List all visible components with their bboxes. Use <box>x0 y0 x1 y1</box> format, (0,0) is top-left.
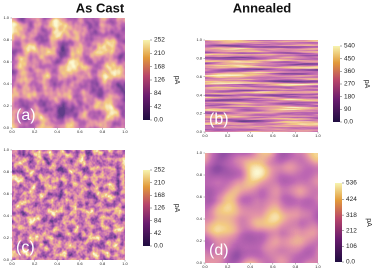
x-tick-label: 0.2 <box>32 261 38 266</box>
colorbar-tick-label: 360 <box>344 68 355 75</box>
colorbar <box>143 170 150 246</box>
x-tick-label: 0.4 <box>247 264 253 269</box>
colorbar <box>333 46 340 122</box>
x-tick-label: 0.4 <box>54 261 60 266</box>
panel-label: (c) <box>16 239 35 256</box>
y-tick-label: 0.4 <box>3 81 9 86</box>
x-tick-label: 0.6 <box>270 264 276 269</box>
colorbar <box>143 40 150 120</box>
x-tick-label: 0.6 <box>77 129 83 134</box>
colorbar-tick-label: 210 <box>154 179 165 186</box>
colorbar-unit: pA <box>365 218 372 227</box>
colorbar-tick-label: 168 <box>154 192 165 199</box>
colorbar-tick-label: 540 <box>344 43 355 50</box>
colorbar-tick-label: 84 <box>154 217 162 224</box>
x-tick-label: 0.2 <box>225 133 231 138</box>
x-tick-label: 0.4 <box>54 129 60 134</box>
colorbar-tick-label: 90 <box>344 106 352 113</box>
y-tick-label: 1.0 <box>196 150 202 155</box>
x-tick-label: 0.6 <box>77 261 83 266</box>
colorbar-tick-label: 0.0 <box>346 259 355 266</box>
panel-label: (d) <box>209 242 229 259</box>
x-tick-label: 0.0 <box>9 129 15 134</box>
column-title: Annealed <box>233 0 292 15</box>
colorbar-tick-label: 252 <box>154 167 165 174</box>
panel-label: (b) <box>209 111 229 128</box>
column-title: As Cast <box>76 0 125 15</box>
y-tick-label: 0.2 <box>196 111 202 116</box>
y-tick-label: 0.8 <box>3 37 9 42</box>
x-tick-label: 1.0 <box>315 133 321 138</box>
x-tick-label: 0.8 <box>100 261 106 266</box>
y-tick-label: 0.4 <box>196 92 202 97</box>
colorbar-tick-label: 42 <box>154 230 162 237</box>
x-tick-label: 0.8 <box>100 129 106 134</box>
y-tick-label: 0.6 <box>196 194 202 199</box>
y-tick-label: 0.8 <box>3 169 9 174</box>
x-tick-label: 0.0 <box>202 133 208 138</box>
x-tick-label: 1.0 <box>122 261 128 266</box>
colorbar-tick-label: 126 <box>154 77 165 84</box>
colorbar-tick-label: 270 <box>344 81 355 88</box>
afm-image <box>205 40 318 132</box>
colorbar-tick-label: 42 <box>154 103 162 110</box>
colorbar-unit: pA <box>363 80 370 89</box>
colorbar-unit: pA <box>173 76 180 85</box>
y-tick-label: 0.2 <box>3 103 9 108</box>
colorbar-tick-label: 126 <box>154 205 165 212</box>
x-tick-label: 0.0 <box>9 261 15 266</box>
y-tick-label: 0.8 <box>196 55 202 60</box>
y-tick-label: 0.6 <box>196 74 202 79</box>
x-tick-label: 0.0 <box>202 264 208 269</box>
x-tick-label: 0.2 <box>225 264 231 269</box>
y-tick-label: 0.4 <box>3 213 9 218</box>
colorbar <box>335 183 342 262</box>
y-tick-label: 0.2 <box>196 238 202 243</box>
y-tick-label: 1.0 <box>3 15 9 20</box>
colorbar-tick-label: 252 <box>154 37 165 44</box>
x-tick-label: 0.8 <box>293 133 299 138</box>
colorbar-tick-label: 106 <box>346 243 357 250</box>
colorbar-tick-label: 210 <box>154 50 165 57</box>
colorbar-tick-label: 0.0 <box>344 119 353 126</box>
x-tick-label: 0.2 <box>32 129 38 134</box>
colorbar-tick-label: 0.0 <box>154 243 163 250</box>
y-tick-label: 1.0 <box>196 37 202 42</box>
x-tick-label: 0.4 <box>247 133 253 138</box>
colorbar-tick-label: 84 <box>154 90 162 97</box>
y-tick-label: 0.4 <box>196 216 202 221</box>
y-tick-label: 0.0 <box>196 260 202 265</box>
colorbar-tick-label: 212 <box>346 227 357 234</box>
colorbar-tick-label: 424 <box>346 196 357 203</box>
y-tick-label: 0.6 <box>3 59 9 64</box>
y-tick-label: 1.0 <box>3 147 9 152</box>
colorbar-tick-label: 318 <box>346 212 357 219</box>
colorbar-tick-label: 168 <box>154 63 165 70</box>
colorbar-tick-label: 450 <box>344 55 355 62</box>
x-tick-label: 0.8 <box>293 264 299 269</box>
colorbar-tick-label: 180 <box>344 93 355 100</box>
y-tick-label: 0.8 <box>196 172 202 177</box>
y-tick-label: 0.6 <box>3 191 9 196</box>
colorbar-tick-label: 0.0 <box>154 117 163 124</box>
y-tick-label: 0.2 <box>3 235 9 240</box>
x-tick-label: 0.6 <box>270 133 276 138</box>
y-tick-label: 0.0 <box>196 129 202 134</box>
afm-image <box>12 150 125 260</box>
colorbar-unit: pA <box>173 204 180 213</box>
panel-label: (a) <box>16 107 36 124</box>
y-tick-label: 0.0 <box>3 125 9 130</box>
y-tick-label: 0.0 <box>3 257 9 262</box>
afm-image <box>12 18 125 128</box>
x-tick-label: 1.0 <box>315 264 321 269</box>
afm-image <box>205 153 318 263</box>
x-tick-label: 1.0 <box>122 129 128 134</box>
colorbar-tick-label: 536 <box>346 180 357 187</box>
